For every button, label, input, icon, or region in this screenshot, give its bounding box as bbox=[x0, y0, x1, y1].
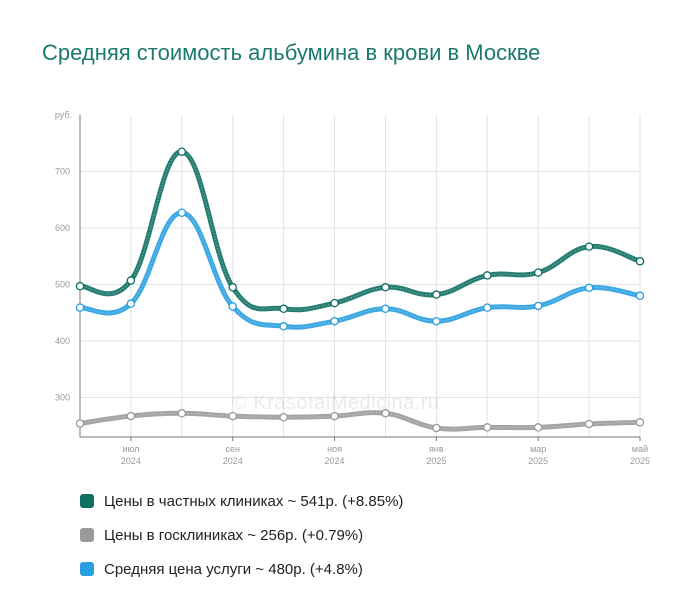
data-point-private bbox=[330, 298, 339, 308]
data-point-average bbox=[177, 208, 187, 217]
data-point-private bbox=[584, 242, 594, 251]
x-tick-label: янв bbox=[429, 444, 444, 454]
legend: Цены в частных клиниках ~ 541р. (+8.85%)… bbox=[80, 484, 403, 586]
legend-label-private: Цены в частных клиниках ~ 541р. (+8.85%) bbox=[104, 492, 404, 510]
data-point-average bbox=[432, 316, 441, 326]
x-tick-label-year: 2024 bbox=[223, 456, 243, 466]
data-point-private bbox=[279, 304, 288, 314]
data-point-average bbox=[635, 291, 645, 301]
data-point-average bbox=[483, 303, 492, 312]
data-point-public bbox=[584, 419, 594, 429]
legend-item-public[interactable]: Цены в госклиниках ~ 256р. (+0.79%) bbox=[80, 518, 403, 552]
y-tick-label: 600 bbox=[55, 223, 70, 233]
x-tick-label: июл bbox=[122, 444, 139, 454]
watermark: © KrasotaiMedicina.ru bbox=[232, 392, 440, 414]
data-point-private bbox=[126, 276, 136, 285]
legend-item-private[interactable]: Цены в частных клиниках ~ 541р. (+8.85%) bbox=[80, 484, 403, 518]
legend-label-public: Цены в госклиниках ~ 256р. (+0.79%) bbox=[104, 526, 364, 544]
data-point-private bbox=[432, 290, 441, 299]
data-point-public bbox=[279, 412, 288, 422]
x-tick-label: мар bbox=[530, 444, 546, 454]
legend-swatch-average bbox=[80, 562, 94, 576]
data-point-public bbox=[126, 411, 136, 421]
y-tick-label: 500 bbox=[55, 279, 70, 289]
data-point-private bbox=[75, 281, 85, 291]
x-tick-label-year: 2025 bbox=[630, 456, 650, 466]
x-tick-label: май bbox=[632, 444, 648, 454]
data-point-public bbox=[177, 409, 187, 418]
legend-label-average: Средняя цена услуги ~ 480р. (+4.8%) bbox=[104, 560, 363, 578]
x-tick-label-year: 2025 bbox=[426, 456, 446, 466]
chart-title: Средняя стоимость альбумина в крови в Мо… bbox=[42, 40, 541, 65]
y-tick-label: 300 bbox=[55, 392, 70, 402]
x-tick-label-year: 2025 bbox=[528, 456, 548, 466]
x-tick-label: ноя bbox=[327, 444, 342, 454]
data-point-average bbox=[533, 301, 543, 311]
data-point-average bbox=[330, 316, 339, 326]
y-tick-label: 400 bbox=[55, 336, 70, 346]
data-point-public bbox=[635, 418, 645, 427]
data-point-private bbox=[533, 268, 543, 277]
x-tick-label-year: 2024 bbox=[325, 456, 345, 466]
data-point-public bbox=[483, 423, 492, 432]
series-line-public bbox=[77, 410, 643, 432]
data-point-average bbox=[381, 304, 390, 314]
legend-swatch-public bbox=[80, 528, 94, 542]
data-point-average bbox=[126, 299, 136, 308]
data-point-average bbox=[279, 322, 288, 331]
series-line-average bbox=[77, 210, 643, 330]
data-point-private bbox=[635, 257, 645, 266]
data-point-private bbox=[228, 283, 237, 292]
data-point-private bbox=[381, 283, 390, 292]
data-point-public bbox=[75, 419, 85, 428]
data-point-average bbox=[584, 283, 594, 293]
x-tick-label: сен bbox=[225, 444, 240, 454]
y-axis-unit: руб. bbox=[55, 110, 72, 120]
data-point-public bbox=[432, 423, 441, 433]
data-point-public bbox=[330, 411, 339, 421]
data-point-average bbox=[75, 303, 85, 312]
data-point-public bbox=[533, 423, 543, 432]
data-point-average bbox=[228, 302, 237, 311]
y-tick-label: 700 bbox=[55, 166, 70, 176]
legend-item-average[interactable]: Средняя цена услуги ~ 480р. (+4.8%) bbox=[80, 552, 403, 586]
data-point-private bbox=[177, 147, 187, 156]
x-tick-label-year: 2024 bbox=[121, 456, 141, 466]
legend-swatch-private bbox=[80, 494, 94, 508]
data-point-public bbox=[228, 411, 237, 421]
data-point-private bbox=[483, 271, 492, 280]
data-point-public bbox=[381, 409, 390, 418]
